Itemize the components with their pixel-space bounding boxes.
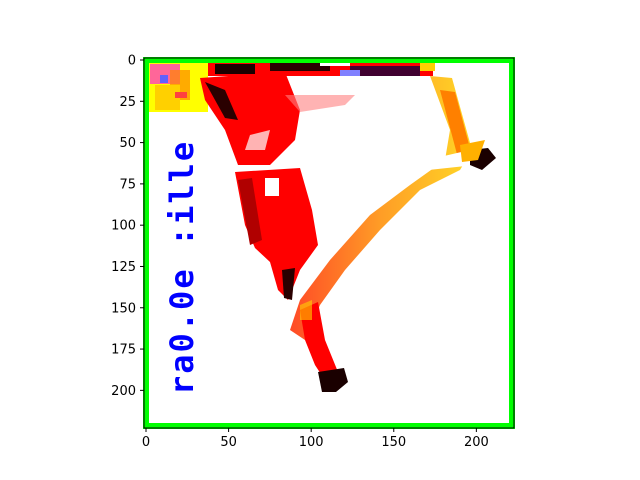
y-tick-label: 75: [119, 177, 136, 192]
noise-corner: [148, 62, 208, 112]
figure-leg-extended: [290, 76, 472, 340]
x-tick-label: 150: [381, 435, 406, 450]
y-tick-label: 0: [128, 54, 136, 69]
image-panel: ra0.0e :ille: [143, 57, 515, 429]
top-band: [208, 62, 435, 76]
y-axis-ticks: 0 25 50 75 100 125 150 175 200: [111, 54, 144, 399]
y-tick-label: 175: [111, 343, 136, 358]
y-tick-label: 125: [111, 260, 136, 275]
figure-body-torso: [235, 168, 318, 300]
y-tick-label: 25: [119, 95, 136, 110]
x-tick-label: 0: [142, 435, 150, 450]
overlay-text: ra0.0e :ille: [163, 140, 201, 395]
y-tick-label: 150: [111, 301, 136, 316]
axes-frame: [143, 57, 515, 429]
y-tick-label: 50: [119, 136, 136, 151]
x-axis-ticks: 0 50 100 150 200: [142, 428, 489, 450]
y-tick-label: 100: [111, 219, 136, 234]
x-tick-label: 50: [220, 435, 237, 450]
figure-leg-lower: [300, 302, 345, 388]
x-tick-label: 200: [464, 435, 489, 450]
x-tick-label: 100: [299, 435, 324, 450]
image-border: [143, 57, 515, 429]
figure-foot-left: [318, 368, 348, 392]
y-tick-label: 200: [111, 384, 136, 399]
